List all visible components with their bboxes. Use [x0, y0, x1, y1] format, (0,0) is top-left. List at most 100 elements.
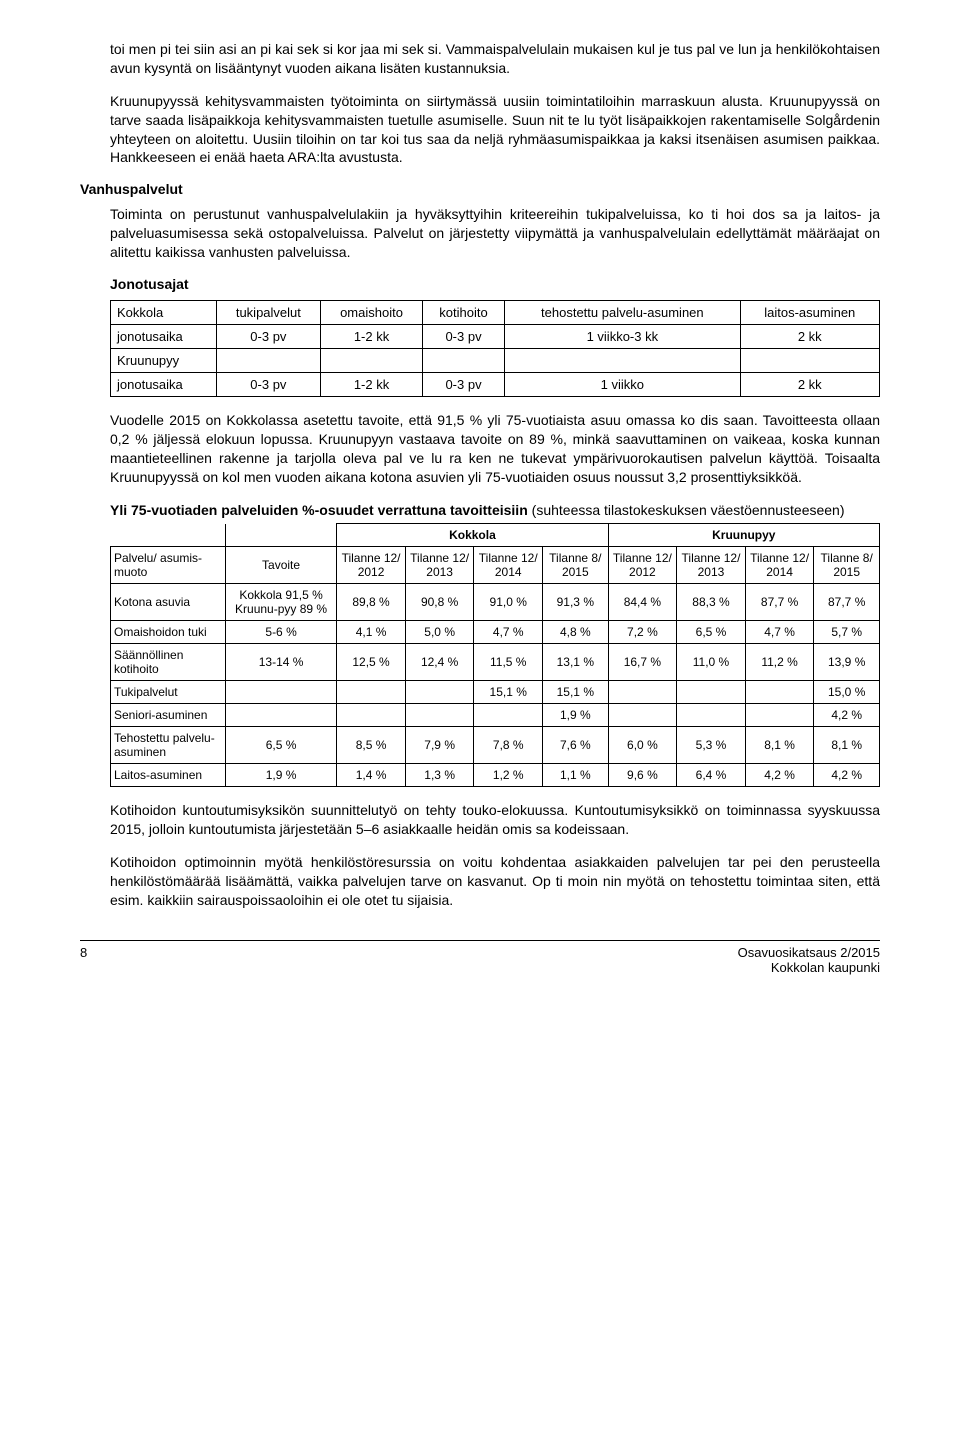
cell: 12,4 % — [405, 644, 474, 681]
cell: 8,1 % — [814, 727, 880, 764]
cell: 87,7 % — [745, 584, 814, 621]
header-cell: tukipalvelut — [216, 301, 321, 325]
footer-right: Osavuosikatsaus 2/2015 Kokkolan kaupunki — [738, 945, 880, 975]
cell: 5-6 % — [225, 621, 336, 644]
header-cell: Kokkola — [111, 301, 217, 325]
cell — [225, 681, 336, 704]
cell: 87,7 % — [814, 584, 880, 621]
cell: 15,1 % — [474, 681, 543, 704]
cell — [745, 704, 814, 727]
cell: 13-14 % — [225, 644, 336, 681]
cell: 1-2 kk — [321, 373, 423, 397]
cell: Kokkola 91,5 % Kruunu-pyy 89 % — [225, 584, 336, 621]
cell: Seniori-asuminen — [111, 704, 226, 727]
table-row: Seniori-asuminen 1,9 % 4,2 % — [111, 704, 880, 727]
header-cell: omaishoito — [321, 301, 423, 325]
cell: 1,9 % — [543, 704, 609, 727]
cell: 1 viikko-3 kk — [505, 325, 740, 349]
cell: 11,2 % — [745, 644, 814, 681]
cell: 91,0 % — [474, 584, 543, 621]
paragraph-1: toi men pi tei siin asi an pi kai sek si… — [110, 40, 880, 78]
cell: 4,2 % — [745, 764, 814, 787]
cell: 15,0 % — [814, 681, 880, 704]
table-percent-shares: Kokkola Kruunupyy Palvelu/ asumis-muoto … — [110, 523, 880, 787]
header-cell: Palvelu/ asumis-muoto — [111, 547, 226, 584]
cell — [216, 349, 321, 373]
header-cell: laitos-asuminen — [740, 301, 879, 325]
cell: 4,8 % — [543, 621, 609, 644]
cell: 89,8 % — [337, 584, 406, 621]
footer-title: Osavuosikatsaus 2/2015 — [738, 945, 880, 960]
cell: 7,9 % — [405, 727, 474, 764]
cell: 5,0 % — [405, 621, 474, 644]
cell: 16,7 % — [608, 644, 677, 681]
cell: 1,2 % — [474, 764, 543, 787]
table-row: Palvelu/ asumis-muoto Tavoite Tilanne 12… — [111, 547, 880, 584]
cell: 11,0 % — [677, 644, 746, 681]
table-row: Laitos-asuminen 1,9 % 1,4 % 1,3 % 1,2 % … — [111, 764, 880, 787]
cell: 5,7 % — [814, 621, 880, 644]
cell — [677, 681, 746, 704]
table-jonotusajat: Kokkola tukipalvelut omaishoito kotihoit… — [110, 300, 880, 397]
table-row: jonotusaika 0-3 pv 1-2 kk 0-3 pv 1 viikk… — [111, 325, 880, 349]
cell: 1,9 % — [225, 764, 336, 787]
header-cell: Tilanne 12/ 2013 — [405, 547, 474, 584]
table-row: Omaishoidon tuki 5-6 % 4,1 % 5,0 % 4,7 %… — [111, 621, 880, 644]
city-header: Kokkola — [337, 524, 608, 547]
cell: 9,6 % — [608, 764, 677, 787]
cell — [740, 349, 879, 373]
cell: Tehostettu palvelu-asuminen — [111, 727, 226, 764]
heading-jonotusajat: Jonotusajat — [110, 276, 880, 292]
cell: 15,1 % — [543, 681, 609, 704]
cell — [405, 704, 474, 727]
table-row: Tehostettu palvelu-asuminen 6,5 % 8,5 % … — [111, 727, 880, 764]
cell: 12,5 % — [337, 644, 406, 681]
cell: 11,5 % — [474, 644, 543, 681]
cell: Säännöllinen kotihoito — [111, 644, 226, 681]
cell: 1,4 % — [337, 764, 406, 787]
cell: 6,5 % — [677, 621, 746, 644]
table-row: Kokkola tukipalvelut omaishoito kotihoit… — [111, 301, 880, 325]
cell: 6,5 % — [225, 727, 336, 764]
cell: 6,0 % — [608, 727, 677, 764]
cell: Kruunupyy — [111, 349, 217, 373]
cell — [474, 704, 543, 727]
cell: 1,3 % — [405, 764, 474, 787]
table2-title: Yli 75-vuotiaden palveluiden %-osuudet v… — [110, 501, 880, 520]
paragraph-3: Toiminta on perustunut vanhuspalvelulaki… — [110, 205, 880, 262]
table-row: Kokkola Kruunupyy — [111, 524, 880, 547]
page-footer: 8 Osavuosikatsaus 2/2015 Kokkolan kaupun… — [80, 940, 880, 975]
cell: Laitos-asuminen — [111, 764, 226, 787]
cell: 6,4 % — [677, 764, 746, 787]
cell: 7,6 % — [543, 727, 609, 764]
table2-title-rest: (suhteessa tilastokeskuksen väestöennust… — [528, 502, 845, 518]
cell: 0-3 pv — [216, 373, 321, 397]
cell — [337, 681, 406, 704]
cell: jonotusaika — [111, 325, 217, 349]
cell: 4,2 % — [814, 764, 880, 787]
cell: 0-3 pv — [216, 325, 321, 349]
cell: 4,7 % — [745, 621, 814, 644]
cell: 90,8 % — [405, 584, 474, 621]
paragraph-5: Kotihoidon kuntoutumisyksikön suunnittel… — [110, 801, 880, 839]
cell: 5,3 % — [677, 727, 746, 764]
cell — [321, 349, 423, 373]
cell — [608, 681, 677, 704]
header-cell: Tilanne 12/ 2012 — [608, 547, 677, 584]
cell: 8,1 % — [745, 727, 814, 764]
table-row: Kruunupyy — [111, 349, 880, 373]
cell: 13,9 % — [814, 644, 880, 681]
cell — [225, 704, 336, 727]
cell: 1,1 % — [543, 764, 609, 787]
header-cell: tehostettu palvelu-asuminen — [505, 301, 740, 325]
cell: 13,1 % — [543, 644, 609, 681]
cell: jonotusaika — [111, 373, 217, 397]
page-number: 8 — [80, 945, 87, 975]
cell: 0-3 pv — [422, 373, 504, 397]
cell: 84,4 % — [608, 584, 677, 621]
cell: 0-3 pv — [422, 325, 504, 349]
cell — [422, 349, 504, 373]
header-cell: Tilanne 8/ 2015 — [543, 547, 609, 584]
cell: 2 kk — [740, 325, 879, 349]
table-row: Tukipalvelut 15,1 % 15,1 % 15,0 % — [111, 681, 880, 704]
